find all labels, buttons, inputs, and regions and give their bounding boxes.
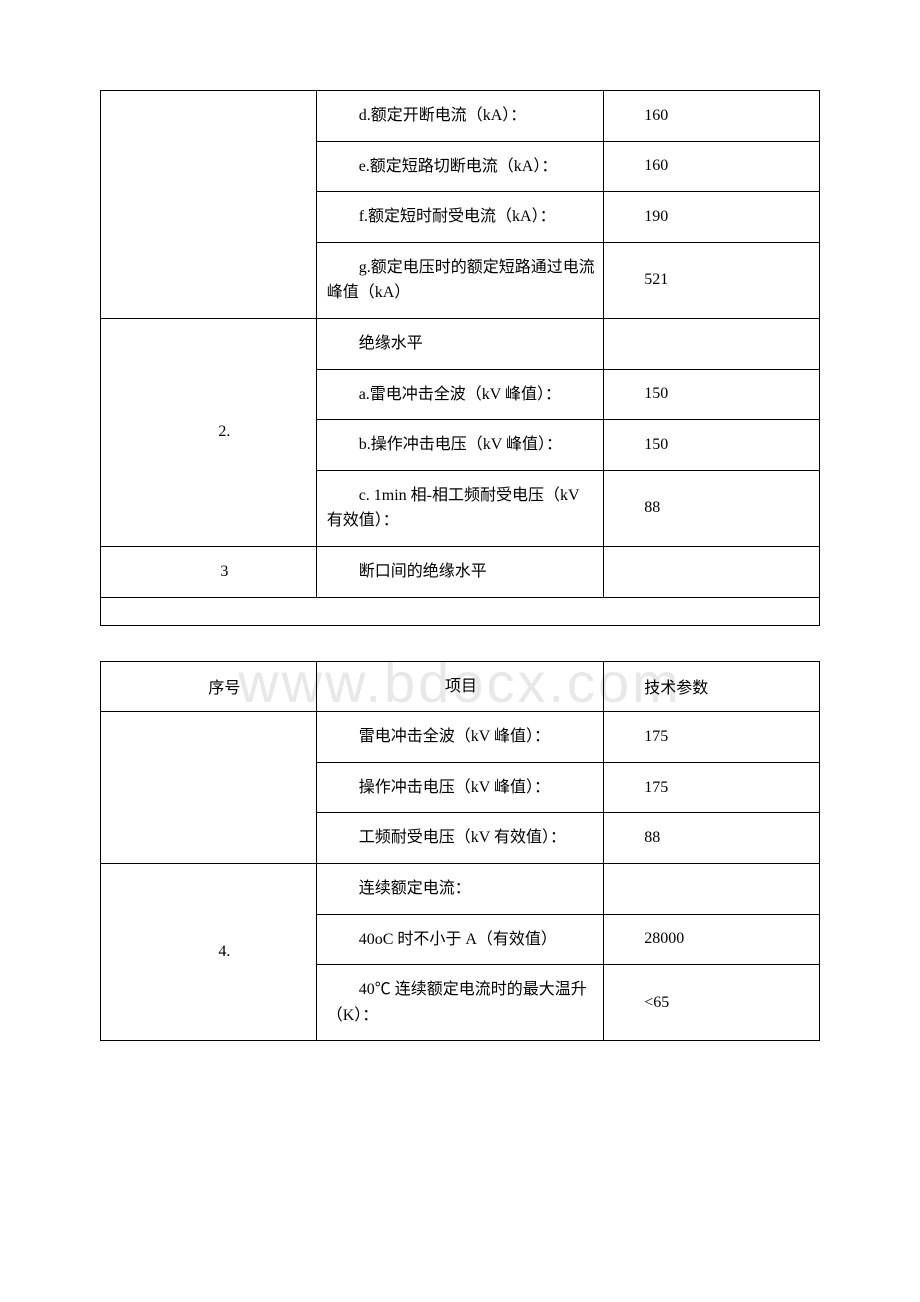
table-row: 4. 连续额定电流： — [101, 863, 820, 914]
row-number-cell: 2. — [101, 318, 317, 546]
table-row: 3 断口间的绝缘水平 — [101, 546, 820, 597]
value-cell — [604, 318, 820, 369]
item-cell: g.额定电压时的额定短路通过电流峰值（kA） — [316, 242, 604, 318]
item-cell: 40oC 时不小于 A（有效值） — [316, 914, 604, 965]
item-cell: 操作冲击电压（kV 峰值）： — [316, 762, 604, 813]
value-cell: 150 — [604, 420, 820, 471]
value-cell: 28000 — [604, 914, 820, 965]
item-cell: 绝缘水平 — [316, 318, 604, 369]
value-cell: 190 — [604, 192, 820, 243]
value-cell: 521 — [604, 242, 820, 318]
value-cell: 150 — [604, 369, 820, 420]
row-number-cell — [101, 712, 317, 864]
value-cell: 160 — [604, 91, 820, 142]
item-cell: a.雷电冲击全波（kV 峰值）： — [316, 369, 604, 420]
item-cell: e.额定短路切断电流（kA）： — [316, 141, 604, 192]
value-cell: <65 — [604, 965, 820, 1041]
item-cell: 工频耐受电压（kV 有效值）： — [316, 813, 604, 864]
value-cell: 88 — [604, 470, 820, 546]
header-cell: 序号 — [101, 661, 317, 712]
row-number-cell — [101, 91, 317, 319]
header-cell: 技术参数 — [604, 661, 820, 712]
header-cell: 项目 — [316, 661, 604, 712]
empty-row — [101, 597, 820, 625]
item-cell: 雷电冲击全波（kV 峰值）： — [316, 712, 604, 763]
value-cell: 175 — [604, 712, 820, 763]
spec-table-1: d.额定开断电流（kA）： 160 e.额定短路切断电流（kA）： 160 f.… — [100, 90, 820, 626]
value-cell — [604, 546, 820, 597]
item-cell: b.操作冲击电压（kV 峰值）： — [316, 420, 604, 471]
item-cell: 40℃ 连续额定电流时的最大温升（K）： — [316, 965, 604, 1041]
item-cell: d.额定开断电流（kA）： — [316, 91, 604, 142]
row-number-cell: 4. — [101, 863, 317, 1040]
table-row: 雷电冲击全波（kV 峰值）： 175 — [101, 712, 820, 763]
table-row: d.额定开断电流（kA）： 160 — [101, 91, 820, 142]
value-cell — [604, 863, 820, 914]
spec-table-2: 序号 项目 技术参数 雷电冲击全波（kV 峰值）： 175 操作冲击电压（kV … — [100, 661, 820, 1042]
value-cell: 88 — [604, 813, 820, 864]
table-header-row: 序号 项目 技术参数 — [101, 661, 820, 712]
item-cell: c. 1min 相-相工频耐受电压（kV 有效值）： — [316, 470, 604, 546]
item-cell: 断口间的绝缘水平 — [316, 546, 604, 597]
item-cell: 连续额定电流： — [316, 863, 604, 914]
item-cell: f.额定短时耐受电流（kA）： — [316, 192, 604, 243]
value-cell: 160 — [604, 141, 820, 192]
empty-cell — [101, 597, 820, 625]
table-row: 2. 绝缘水平 — [101, 318, 820, 369]
table-spacer — [100, 626, 820, 661]
value-cell: 175 — [604, 762, 820, 813]
row-number-cell: 3 — [101, 546, 317, 597]
